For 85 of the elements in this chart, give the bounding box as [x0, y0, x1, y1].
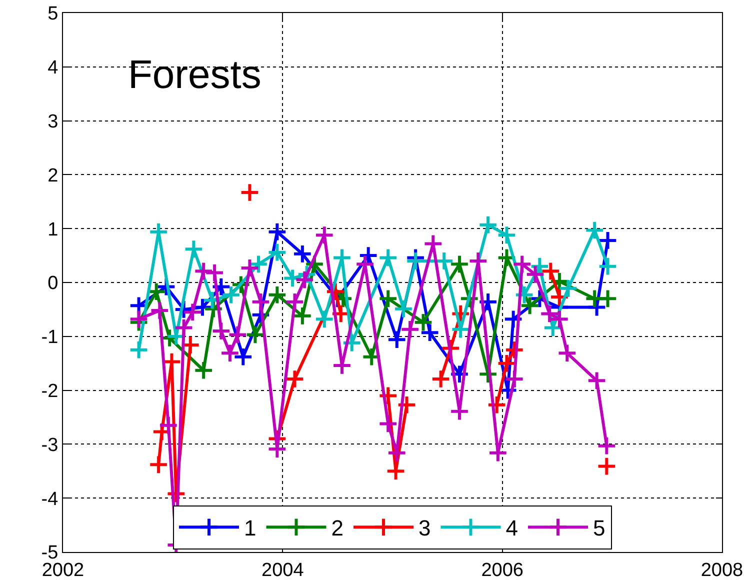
y-tick-label: 3 [48, 111, 58, 132]
point [194, 261, 214, 282]
x-tick-label: 2004 [262, 560, 304, 580]
point [150, 300, 170, 320]
point [332, 248, 352, 268]
point [378, 386, 398, 406]
point [240, 258, 260, 278]
point [586, 370, 607, 390]
legend-label: 5 [593, 516, 606, 541]
y-tick-label: 5 [48, 4, 58, 25]
point [450, 254, 470, 274]
point [211, 321, 232, 341]
point [396, 394, 417, 415]
point [420, 322, 440, 343]
y-tick-label: -1 [41, 327, 58, 348]
point [598, 230, 618, 250]
y-tick-label: 1 [48, 219, 58, 240]
point [584, 220, 604, 240]
point [423, 234, 444, 254]
point [174, 318, 194, 338]
point [598, 288, 618, 309]
point [292, 306, 312, 326]
point [394, 299, 414, 319]
legend-label: 2 [331, 516, 344, 541]
y-tick-label: -4 [41, 488, 59, 510]
point [233, 346, 254, 367]
y-tick-label: 2 [48, 165, 58, 186]
point [504, 369, 524, 389]
point [211, 276, 232, 297]
legend-label: 3 [418, 516, 431, 541]
point [413, 312, 434, 332]
point [250, 292, 271, 312]
y-tick-label: -3 [41, 434, 58, 456]
point [512, 254, 532, 274]
point [386, 330, 407, 350]
point [342, 332, 362, 353]
point [314, 309, 334, 330]
point [430, 369, 451, 389]
point [267, 242, 288, 262]
point [148, 454, 168, 475]
point [128, 340, 149, 360]
point [478, 292, 498, 312]
point [520, 296, 540, 316]
point [400, 319, 420, 340]
point [596, 456, 617, 476]
x-tick-label: 2006 [481, 560, 524, 580]
point [496, 225, 517, 245]
point [486, 394, 507, 415]
point [267, 222, 288, 242]
point [386, 442, 407, 463]
point [282, 268, 302, 288]
point [194, 360, 214, 380]
legend-label: 1 [244, 516, 256, 541]
point [378, 288, 398, 309]
annotation: Forests [128, 53, 262, 97]
point [220, 343, 240, 364]
point [267, 285, 288, 305]
point [182, 302, 202, 322]
point [294, 270, 315, 290]
point [292, 244, 312, 264]
point [240, 182, 260, 202]
legend-label: 4 [506, 516, 518, 541]
point [514, 285, 534, 305]
point [355, 254, 375, 274]
point [596, 436, 617, 456]
y-tick-label: 4 [48, 58, 59, 79]
point [284, 292, 305, 312]
point [184, 239, 204, 259]
point [158, 415, 178, 436]
point [204, 262, 224, 283]
point [525, 264, 546, 284]
point [378, 248, 398, 268]
point [228, 324, 248, 345]
point [450, 319, 470, 340]
point [557, 343, 578, 364]
point [221, 285, 241, 305]
x-tick-label: 2008 [700, 560, 744, 580]
point [598, 256, 618, 276]
point [558, 278, 578, 298]
y-tick-label: 0 [48, 273, 58, 294]
y-tick-label: -2 [41, 380, 58, 402]
point [284, 369, 305, 389]
point [378, 414, 398, 434]
point [478, 214, 498, 235]
point [314, 225, 334, 245]
